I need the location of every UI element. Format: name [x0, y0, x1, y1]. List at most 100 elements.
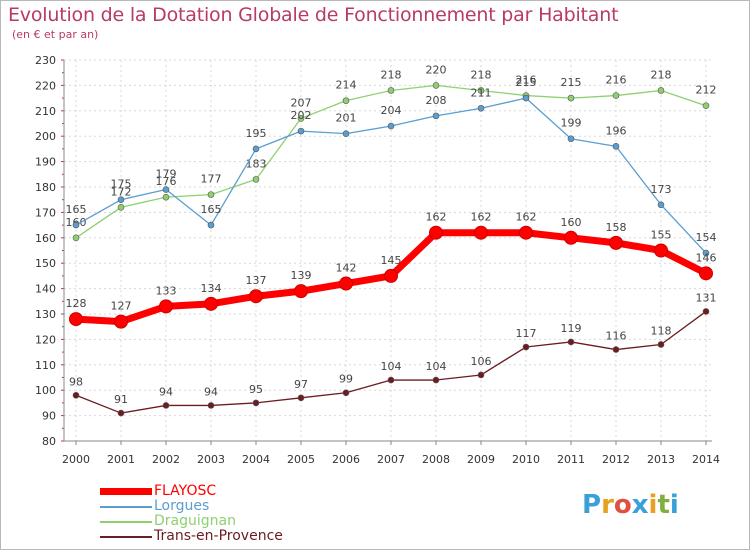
x-tick-label: 2002: [152, 453, 180, 466]
data-label-lorgues: 179: [156, 168, 177, 181]
data-point-trans-en-provence: [297, 394, 305, 402]
data-point-lorgues: [702, 249, 710, 257]
data-label-lorgues: 165: [66, 203, 87, 216]
data-point-flayosc: [339, 276, 353, 291]
data-label-flayosc: 142: [336, 262, 357, 275]
proxiti-logo: Proxiti: [582, 490, 679, 520]
x-tick-label: 2010: [512, 453, 540, 466]
data-label-trans-en-provence: 117: [516, 327, 537, 340]
chart-title: Evolution de la Dotation Globale de Fonc…: [8, 4, 619, 26]
data-point-trans-en-provence: [612, 346, 620, 353]
data-point-trans-en-provence: [117, 409, 125, 417]
data-label-lorgues: 211: [471, 86, 492, 99]
logo-letter: x: [631, 490, 649, 520]
data-point-trans-en-provence: [72, 391, 80, 399]
data-point-lorgues: [522, 94, 530, 102]
data-label-trans-en-provence: 95: [249, 383, 263, 396]
legend-label-trans-en-provence: Trans-en-Provence: [154, 528, 283, 544]
data-label-flayosc: 162: [471, 211, 492, 224]
data-point-draguignan: [567, 94, 575, 102]
x-tick-label: 2011: [557, 453, 585, 466]
data-point-draguignan: [72, 234, 80, 242]
data-label-trans-en-provence: 94: [159, 385, 173, 398]
x-tick-label: 2005: [287, 453, 315, 466]
y-tick-label: 150: [35, 257, 56, 270]
data-point-draguignan: [117, 204, 125, 211]
data-label-trans-en-provence: 106: [471, 355, 492, 368]
plot-area: [64, 60, 712, 441]
logo-letter: i: [648, 490, 658, 520]
data-label-flayosc: 128: [66, 297, 87, 310]
data-point-draguignan: [162, 193, 170, 201]
data-label-trans-en-provence: 104: [426, 360, 447, 373]
data-point-draguignan: [207, 191, 215, 198]
data-point-trans-en-provence: [387, 376, 395, 384]
data-label-trans-en-provence: 119: [561, 322, 582, 335]
data-point-flayosc: [654, 243, 668, 258]
line-chart: 8090100110120130140150160170180190200210…: [35, 54, 720, 466]
data-point-lorgues: [387, 122, 395, 130]
data-label-flayosc: 145: [381, 254, 402, 267]
data-point-trans-en-provence: [522, 343, 530, 351]
data-point-flayosc: [204, 296, 218, 311]
logo-letter: i: [669, 490, 679, 520]
data-label-draguignan: 214: [336, 79, 357, 92]
y-tick-label: 80: [42, 435, 56, 448]
data-point-flayosc: [699, 266, 713, 281]
data-label-trans-en-provence: 91: [114, 393, 128, 406]
data-point-trans-en-provence: [342, 389, 350, 397]
x-tick-label: 2003: [197, 453, 225, 466]
data-label-lorgues: 195: [246, 127, 267, 140]
x-tick-label: 2001: [107, 453, 135, 466]
data-point-draguignan: [387, 87, 395, 94]
data-label-draguignan: 176: [156, 175, 177, 188]
data-point-lorgues: [252, 145, 260, 153]
logo-letter: P: [582, 490, 602, 520]
x-tick-label: 2008: [422, 453, 450, 466]
data-point-lorgues: [432, 112, 440, 120]
y-tick-label: 130: [35, 308, 56, 321]
data-label-draguignan: 177: [201, 173, 222, 186]
data-label-lorgues: 215: [516, 76, 537, 89]
x-tick-label: 2009: [467, 453, 495, 466]
data-point-trans-en-provence: [477, 371, 485, 379]
data-label-lorgues: 208: [426, 94, 447, 107]
data-label-draguignan: 216: [516, 74, 537, 87]
data-label-flayosc: 146: [696, 251, 717, 264]
data-label-trans-en-provence: 99: [339, 373, 353, 386]
data-label-draguignan: 218: [651, 68, 672, 81]
y-tick-label: 180: [35, 181, 56, 194]
data-label-lorgues: 204: [381, 104, 402, 117]
data-point-lorgues: [117, 196, 125, 203]
data-point-lorgues: [297, 127, 305, 135]
data-point-trans-en-provence: [702, 308, 710, 315]
data-point-lorgues: [162, 186, 170, 193]
data-point-draguignan: [612, 92, 620, 99]
data-label-flayosc: 155: [651, 229, 672, 242]
data-point-flayosc: [429, 225, 443, 240]
legend-swatch-trans-en-provence: [100, 536, 152, 538]
legend-label-flayosc: FLAYOSC: [154, 483, 217, 499]
data-point-flayosc: [384, 268, 398, 283]
x-tick-label: 2004: [242, 453, 270, 466]
y-tick-label: 230: [35, 54, 56, 67]
x-tick-label: 2014: [692, 453, 720, 466]
data-label-lorgues: 154: [696, 231, 717, 244]
logo-letter: o: [613, 490, 632, 520]
data-point-trans-en-provence: [252, 399, 260, 407]
data-label-flayosc: 162: [516, 211, 537, 224]
x-tick-label: 2007: [377, 453, 405, 466]
y-tick-label: 160: [35, 232, 56, 245]
data-point-lorgues: [567, 135, 575, 143]
data-point-draguignan: [297, 115, 305, 122]
data-label-trans-en-provence: 104: [381, 360, 402, 373]
data-point-lorgues: [477, 104, 485, 112]
y-tick-label: 200: [35, 130, 56, 143]
data-label-draguignan: 218: [471, 68, 492, 81]
data-label-draguignan: 218: [381, 68, 402, 81]
data-point-trans-en-provence: [567, 338, 575, 346]
data-point-flayosc: [474, 225, 488, 240]
data-label-flayosc: 139: [291, 269, 312, 282]
data-label-lorgues: 175: [111, 178, 132, 191]
data-label-trans-en-provence: 94: [204, 385, 218, 398]
